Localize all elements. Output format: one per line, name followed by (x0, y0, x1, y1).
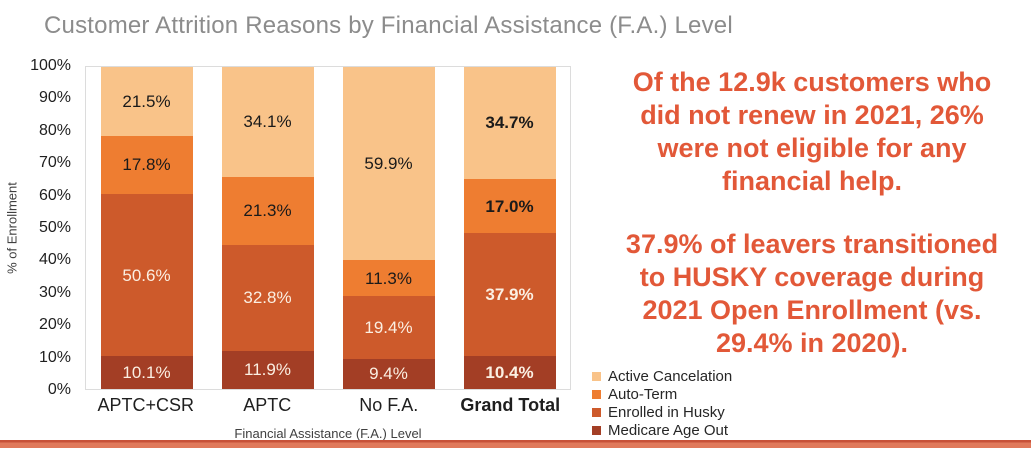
legend: Active Cancelation Auto-Term Enrolled in H… (592, 367, 732, 439)
insight-text-block: Of the 12.9k customers who did not renew… (598, 66, 1026, 360)
segment-value-label: 11.3% (365, 268, 412, 288)
bar-segment: 21.5% (100, 67, 193, 137)
y-tick-label: 30% (38, 283, 71, 301)
bar-segment: 10.1% (100, 356, 193, 389)
bar-segment: 10.4% (463, 355, 556, 389)
y-tick-label: 50% (38, 219, 71, 236)
insight-line: Of the 12.9k customers who (632, 67, 992, 97)
category-label: APTC+CSR (97, 395, 195, 415)
legend-label: Medicare Age Out (608, 421, 729, 439)
legend-swatch-icon (592, 425, 601, 435)
bar-segment: 21.3% (221, 176, 314, 246)
x-axis-category-labels: APTC+CSR APTC No F.A. Grand Total (85, 395, 571, 416)
bar-segment: 17.0% (463, 178, 556, 234)
y-tick-label: 100% (30, 57, 71, 74)
legend-item: Auto-Term (592, 385, 732, 403)
y-tick-label: 60% (38, 186, 71, 204)
segment-value-label: 21.3% (243, 201, 292, 221)
insight-line: were not eligible for any (657, 132, 967, 163)
bar-column-grand-total: 34.7% 17.0% 37.9% 10.4% (463, 67, 556, 389)
y-tick-label: 80% (38, 121, 71, 139)
y-tick-label: 70% (38, 154, 71, 172)
segment-value-label: 9.4% (369, 364, 408, 384)
bottom-accent-bar (0, 440, 1031, 448)
category-label: APTC (243, 395, 292, 415)
x-axis-title: Financial Assistance (F.A.) Level (234, 426, 422, 441)
segment-value-label: 34.1% (243, 112, 292, 132)
y-tick-label: 40% (38, 251, 71, 269)
attrition-stacked-bar-chart: % of Enrollment 0% 10% 20% 30% 40% 50% 60% 70% 8… (0, 57, 571, 441)
bar-segment: 9.4% (342, 358, 435, 389)
segment-value-label: 37.9% (485, 284, 534, 304)
segment-value-label: 17.0% (485, 196, 534, 216)
insight-line: financial help. (721, 165, 903, 196)
segment-value-label: 21.5% (122, 92, 171, 112)
legend-item: Medicare Age Out (592, 421, 732, 439)
bar-segment: 37.9% (463, 233, 556, 356)
segment-value-label: 34.7% (485, 113, 534, 133)
bar-column-aptc-csr: 21.5% 17.8% 50.6% 10.1% (100, 67, 193, 389)
insight-line: 37.9% of leavers transitioned (625, 228, 999, 259)
insight-paragraph-1: Of the 12.9k customers who did not renew… (598, 66, 1026, 198)
insight-line: to HUSKY coverage during (639, 261, 985, 292)
legend-label: Active Cancelation (608, 367, 733, 385)
bar-segment: 34.7% (463, 67, 556, 179)
segment-value-label: 50.6% (122, 265, 171, 285)
bar-segment: 17.8% (100, 136, 193, 194)
segment-value-label: 59.9% (364, 153, 413, 173)
segment-value-label: 17.8% (122, 155, 171, 175)
y-tick-label: 0% (47, 381, 71, 398)
segment-value-label: 11.9% (244, 360, 291, 380)
plot-area: 21.5% 17.8% 50.6% 10.1% 34.1% 21.3% 32.8% 11.9%… (85, 66, 571, 390)
insight-line: 2021 Open Enrollment (vs. (642, 294, 982, 325)
bar-segment: 11.3% (342, 259, 435, 297)
insight-line: 29.4% in 2020). (715, 327, 909, 358)
legend-swatch-icon (592, 407, 601, 417)
bars-container: 21.5% 17.8% 50.6% 10.1% 34.1% 21.3% 32.8% 11.9%… (86, 67, 570, 389)
segment-value-label: 19.4% (364, 318, 413, 337)
legend-label: Enrolled in Husky (608, 403, 725, 421)
segment-value-label: 10.1% (122, 363, 171, 383)
bar-segment: 50.6% (100, 193, 193, 357)
y-tick-label: 20% (38, 316, 71, 334)
segment-value-label: 32.8% (243, 288, 292, 308)
legend-label: Auto-Term (608, 385, 678, 403)
legend-swatch-icon (592, 371, 601, 381)
bar-column-no-f-a-: 59.9% 11.3% 19.4% 9.4% (342, 67, 435, 389)
segment-value-label: 10.4% (485, 362, 534, 382)
bar-column-aptc: 34.1% 21.3% 32.8% 11.9% (221, 67, 314, 389)
insight-line: did not renew in 2021, 26% (640, 99, 984, 130)
bar-segment: 59.9% (342, 67, 435, 260)
y-tick-label: 10% (38, 348, 71, 366)
category-label: No F.A. (359, 395, 419, 415)
page-title: Customer Attrition Reasons by Financial … (44, 12, 733, 39)
legend-item: Enrolled in Husky (592, 403, 732, 421)
insight-paragraph-2: 37.9% of leavers transitioned to HUSKY c… (598, 228, 1026, 360)
bar-segment: 19.4% (342, 296, 435, 359)
legend-item: Active Cancelation (592, 367, 732, 385)
bar-segment: 34.1% (221, 67, 314, 177)
y-tick-label: 90% (38, 89, 71, 107)
bar-segment: 11.9% (221, 350, 314, 389)
category-label: Grand Total (460, 395, 561, 415)
bar-segment: 32.8% (221, 245, 314, 351)
y-axis: 0% 10% 20% 30% 40% 50% 60% 70% 80% 90% 100% (0, 57, 78, 398)
legend-swatch-icon (592, 389, 601, 399)
